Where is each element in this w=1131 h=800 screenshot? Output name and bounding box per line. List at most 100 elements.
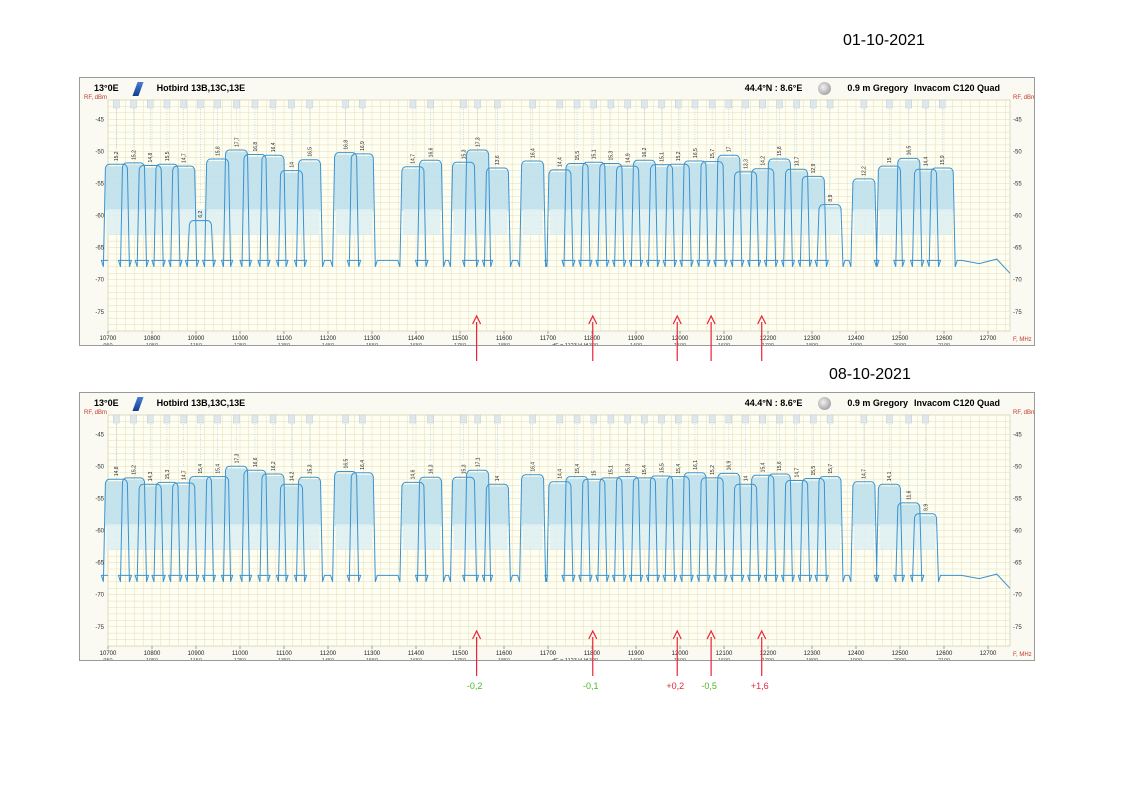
y-tick-label: -50 (95, 149, 104, 155)
dish-label: 0.9 m Gregory (847, 82, 908, 93)
carrier-level-label: 17 (727, 146, 733, 152)
date-label-1: 01-10-2021 (843, 32, 925, 49)
carrier-tag (147, 414, 154, 424)
carrier-tag (359, 414, 366, 424)
carrier-level-label: 15,3 (461, 149, 467, 159)
carrier-tag (725, 99, 733, 109)
carrier-level-label: 15,4 (761, 462, 767, 472)
x-tick-label: 10900 (188, 336, 205, 342)
carrier-fill (262, 157, 284, 212)
carrier-tag (409, 99, 417, 109)
if-tick-label: 1750 (454, 343, 466, 345)
carrier-fill-low (549, 524, 570, 550)
carrier-tag (214, 414, 221, 424)
date-label-2: 08-10-2021 (829, 366, 911, 383)
carrier-level-label: 16,8 (343, 140, 349, 150)
carrier-tag (427, 414, 434, 424)
carrier-tag (163, 99, 171, 109)
y-tick-label: -70 (95, 593, 104, 599)
carrier-tag (624, 414, 631, 424)
carrier-tag (427, 99, 434, 109)
carrier-tag (810, 99, 817, 109)
carrier-fill-low (487, 209, 508, 235)
carrier-tag (886, 414, 893, 424)
carrier-fill-low (522, 524, 543, 550)
carrier-tag (342, 99, 349, 109)
carrier-tag (860, 414, 868, 424)
carrier-tag (529, 414, 536, 424)
carrier-level-label: 14,7 (181, 153, 187, 163)
carrier-fill (466, 152, 489, 212)
x-tick-label: 10900 (188, 651, 205, 657)
carrier-level-label: 15,4 (642, 465, 648, 475)
carrier-level-label: 14,8 (148, 152, 154, 162)
if-tick-label: 1400 (630, 658, 642, 660)
carrier-fill-low (915, 524, 936, 550)
x-tick-label: 11900 (628, 336, 645, 342)
carrier-tag (113, 414, 120, 424)
delta-label: -0,2 (467, 681, 483, 691)
carrier-fill (172, 168, 195, 212)
y-tick-label-right: -45 (1013, 432, 1022, 438)
x-tick-label: 12700 (980, 651, 997, 657)
x-tick-label: 11100 (276, 651, 292, 657)
carrier-level-label: 16,6 (428, 147, 434, 157)
carrier-level-label: 15,3 (625, 464, 631, 474)
panel-header-left: 13°0E Hotbird 13B,13C,13E (94, 397, 261, 411)
carrier-level-label: 11,6 (907, 490, 913, 500)
delta-label: -0,5 (701, 681, 717, 691)
carrier-fill-low (263, 524, 283, 550)
carrier-fill-low (820, 209, 841, 235)
carrier-fill (243, 156, 266, 212)
carrier-fill-low (853, 209, 874, 235)
x-tick-label: 11400 (408, 336, 425, 342)
if-tick-label: 2100 (938, 658, 950, 660)
y-tick-label-right: -50 (1013, 464, 1022, 470)
carrier-fill (280, 486, 303, 527)
x-axis-label: F, MHz (1013, 337, 1032, 343)
if-tick-label: 1300 (586, 658, 598, 660)
x-tick-label: 11100 (276, 336, 292, 342)
y-tick-label-right: -65 (1013, 246, 1022, 252)
carrier-level-label: 14 (495, 476, 501, 482)
if-tick-label: 1750 (454, 658, 466, 660)
carrier-fill (262, 476, 284, 527)
carrier-fill-low (769, 524, 790, 550)
panel-header-left: 13°0E Hotbird 13B,13C,13E (94, 82, 261, 96)
carrier-fill (852, 483, 875, 527)
carrier-tag (776, 99, 783, 109)
if-tick-label: 1900 (850, 343, 862, 345)
carrier-level-label: 15 (887, 157, 893, 163)
carrier-tag (905, 99, 912, 109)
x-tick-label: 11800 (584, 336, 601, 342)
carrier-level-label: 15,2 (114, 151, 120, 161)
carrier-level-label: 15,1 (592, 149, 598, 159)
carrier-level-label: 12,2 (862, 166, 868, 176)
carrier-level-label: 14,4 (923, 156, 929, 166)
if-tick-label: 1700 (762, 343, 774, 345)
carrier-fill-low (853, 524, 874, 550)
carrier-fill-low (106, 209, 127, 235)
x-tick-label: 12000 (672, 336, 689, 342)
carrier-fill-low (244, 209, 265, 235)
carrier-level-label: 15,2 (131, 465, 137, 475)
carrier-tag (793, 99, 800, 109)
carrier-level-label: 16,8 (253, 142, 259, 152)
if-tick-label: 1550 (366, 658, 378, 660)
x-tick-label: 11300 (364, 651, 381, 657)
carrier-tag (233, 99, 240, 109)
carrier-tag (725, 414, 733, 424)
carrier-level-label: 15,4 (575, 464, 581, 474)
carrier-tag (691, 99, 699, 109)
carrier-level-label: 15,5 (165, 151, 171, 161)
carrier-tag (180, 414, 187, 424)
if-tick-label: 1050 (146, 343, 158, 345)
y-tick-label-right: -70 (1013, 593, 1022, 599)
carrier-tag (641, 414, 648, 424)
y-tick-label-right: -45 (1013, 117, 1022, 123)
carrier-fill-low (932, 209, 953, 235)
carrier-level-label: 15,3 (307, 464, 313, 474)
carrier-fill-low (402, 209, 423, 235)
carrier-fill-low (769, 209, 790, 235)
y-tick-label: -70 (95, 278, 104, 284)
